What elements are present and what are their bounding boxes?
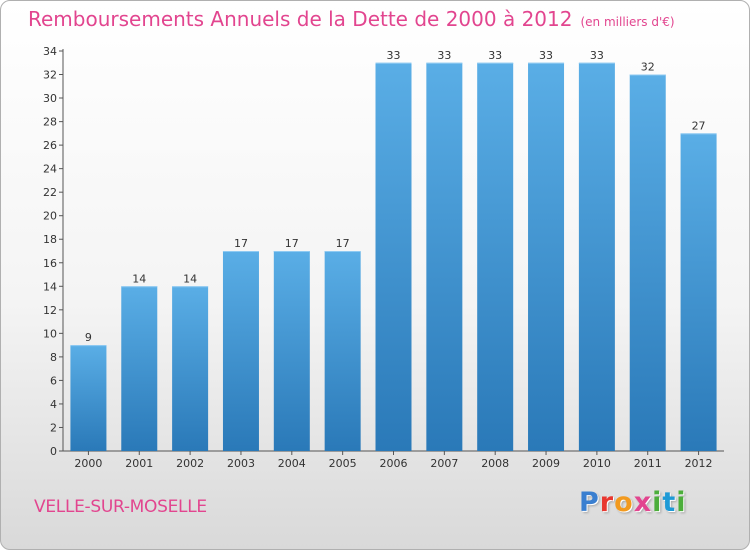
- y-tick-label: 24: [43, 163, 57, 176]
- x-tick-label-2007: 2007: [430, 457, 458, 470]
- value-label-2010: 33: [590, 49, 604, 62]
- bar-2010: [578, 62, 615, 451]
- y-tick-label: 10: [43, 327, 57, 340]
- y-tick-label: 18: [43, 233, 57, 246]
- bar-2012: [680, 133, 717, 451]
- bar-2002: [172, 286, 209, 451]
- y-tick-label: 2: [50, 421, 57, 434]
- logo-letter-2: r: [599, 487, 615, 518]
- proxiti-logo: Proxiti: [579, 487, 687, 518]
- bar-2003: [222, 251, 259, 451]
- x-tick-label-2000: 2000: [74, 457, 102, 470]
- x-tick-label-2005: 2005: [329, 457, 357, 470]
- bar-2005: [324, 251, 361, 451]
- y-tick-label: 6: [50, 374, 57, 387]
- value-label-2002: 14: [183, 272, 197, 285]
- bar-2006: [375, 62, 412, 451]
- bar-2008: [477, 62, 514, 451]
- chart-title: Remboursements Annuels de la Dette de 20…: [28, 7, 675, 31]
- value-label-2005: 17: [336, 237, 350, 250]
- x-tick-label-2010: 2010: [583, 457, 611, 470]
- logo-letter-1: P: [579, 487, 600, 518]
- logo-letter-5: i: [652, 487, 663, 518]
- x-tick-label-2004: 2004: [278, 457, 306, 470]
- value-label-2012: 27: [692, 119, 706, 132]
- chart-subtitle: (en milliers d'€): [580, 15, 675, 29]
- y-tick-label: 20: [43, 210, 57, 223]
- chart-title-text: Remboursements Annuels de la Dette de 20…: [28, 7, 573, 31]
- value-label-2000: 9: [85, 331, 92, 344]
- bar-2000: [70, 345, 107, 451]
- bar-2011: [629, 74, 666, 451]
- logo-letter-7: i: [676, 487, 687, 518]
- y-tick-label: 34: [43, 45, 57, 58]
- y-tick-label: 30: [43, 92, 57, 105]
- value-label-2001: 14: [132, 272, 146, 285]
- logo-letter-3: o: [614, 487, 634, 518]
- commune-name: VELLE-SUR-MOSELLE: [34, 497, 207, 517]
- value-label-2008: 33: [488, 49, 502, 62]
- value-label-2004: 17: [285, 237, 299, 250]
- y-tick-label: 22: [43, 186, 57, 199]
- x-tick-label-2003: 2003: [227, 457, 255, 470]
- x-tick-label-2006: 2006: [380, 457, 408, 470]
- logo-letter-4: x: [633, 487, 653, 518]
- bar-2001: [121, 286, 158, 451]
- y-tick-label: 12: [43, 304, 57, 317]
- x-tick-label-2011: 2011: [634, 457, 662, 470]
- bar-2009: [528, 62, 565, 451]
- value-label-2009: 33: [539, 49, 553, 62]
- y-tick-label: 16: [43, 257, 57, 270]
- x-tick-label-2002: 2002: [176, 457, 204, 470]
- x-tick-label-2008: 2008: [481, 457, 509, 470]
- value-label-2006: 33: [387, 49, 401, 62]
- x-tick-label-2009: 2009: [532, 457, 560, 470]
- bar-2007: [426, 62, 463, 451]
- y-tick-label: 26: [43, 139, 57, 152]
- value-label-2011: 32: [641, 61, 655, 74]
- y-tick-label: 32: [43, 69, 57, 82]
- y-tick-label: 28: [43, 116, 57, 129]
- bar-2004: [273, 251, 310, 451]
- x-tick-label-2001: 2001: [125, 457, 153, 470]
- y-tick-label: 0: [50, 445, 57, 458]
- y-tick-label: 14: [43, 280, 57, 293]
- value-label-2007: 33: [437, 49, 451, 62]
- y-tick-label: 8: [50, 351, 57, 364]
- value-label-2003: 17: [234, 237, 248, 250]
- x-tick-label-2012: 2012: [685, 457, 713, 470]
- logo-letter-6: t: [662, 487, 677, 518]
- y-tick-label: 4: [50, 398, 57, 411]
